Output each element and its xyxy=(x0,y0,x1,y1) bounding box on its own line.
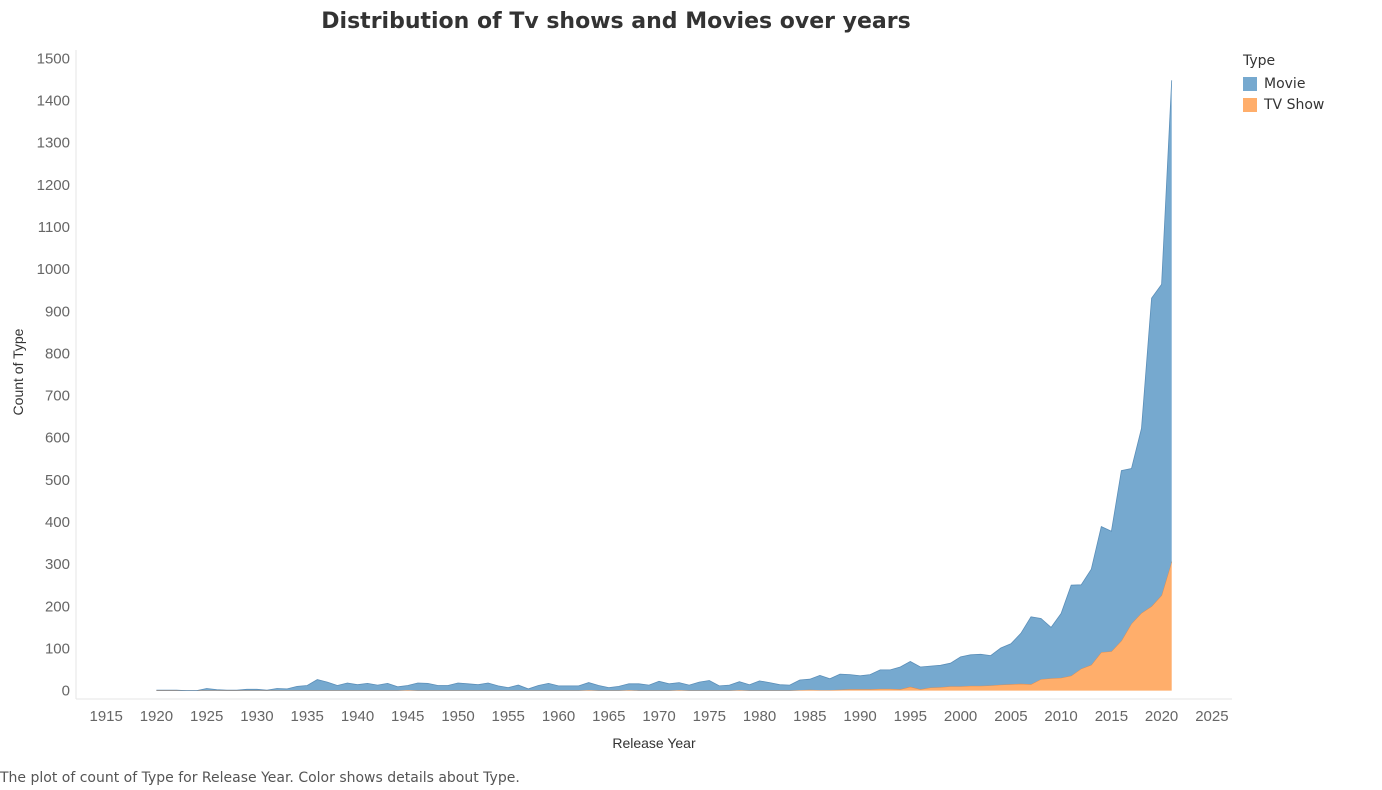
x-tick-label: 2025 xyxy=(1195,708,1228,725)
legend-swatch-movie xyxy=(1243,76,1257,91)
x-tick-label: 1945 xyxy=(391,708,424,725)
x-tick-label: 1955 xyxy=(492,708,525,725)
y-tick-label: 1400 xyxy=(37,93,70,110)
y-tick-label: 0 xyxy=(62,683,70,700)
x-tick-label: 1965 xyxy=(592,708,625,725)
chart-axes: 0 100 200 300 400 500 600 700 800 900 1000 1100 1200… xyxy=(37,50,1232,725)
y-tick-label: 600 xyxy=(45,430,70,447)
y-tick-label: 300 xyxy=(45,556,70,573)
y-tick-label: 900 xyxy=(45,303,70,320)
legend-item-movie[interactable]: Movie xyxy=(1243,73,1324,94)
legend-label-tv-show: TV Show xyxy=(1264,96,1325,113)
x-tick-label: 2000 xyxy=(944,708,977,725)
x-tick-label: 1995 xyxy=(894,708,927,725)
x-axis-label: Release Year xyxy=(612,735,696,751)
x-tick-label: 1925 xyxy=(190,708,223,725)
y-tick-label: 1500 xyxy=(37,50,70,67)
x-tick-label: 2015 xyxy=(1095,708,1128,725)
x-tick-label: 2020 xyxy=(1145,708,1178,725)
chart-title: Distribution of Tv shows and Movies over… xyxy=(321,9,911,34)
x-tick-label: 1920 xyxy=(140,708,173,725)
legend-title: Type xyxy=(1243,53,1276,69)
x-tick-label: 1935 xyxy=(291,708,324,725)
x-tick-label: 1990 xyxy=(843,708,876,725)
y-tick-label: 1000 xyxy=(37,261,70,278)
area-tv-show xyxy=(156,561,1172,691)
line-movie xyxy=(156,80,1173,691)
legend-label-movie: Movie xyxy=(1264,75,1306,92)
x-tick-label: 2005 xyxy=(994,708,1027,725)
chart-caption: The plot of count of Type for Release Ye… xyxy=(0,770,520,786)
x-tick-label: 2010 xyxy=(1044,708,1077,725)
x-tick-label: 1915 xyxy=(90,708,123,725)
y-tick-label: 1100 xyxy=(38,219,70,236)
area-movie xyxy=(156,80,1172,691)
x-tick-label: 1950 xyxy=(441,708,474,725)
y-tick-label: 100 xyxy=(45,640,70,657)
y-axis-label: Count of Type xyxy=(10,328,26,415)
legend-item-tv-show[interactable]: TV Show xyxy=(1243,94,1324,115)
x-tick-label: 1980 xyxy=(743,708,776,725)
legend: Type Movie TV Show xyxy=(1243,53,1324,115)
y-tick-label: 1200 xyxy=(37,177,70,194)
y-tick-label: 200 xyxy=(45,598,70,615)
x-tick-label: 1960 xyxy=(542,708,575,725)
legend-swatch-tv-show xyxy=(1243,97,1257,112)
x-tick-label: 1985 xyxy=(793,708,826,725)
y-tick-label: 700 xyxy=(45,388,70,405)
y-tick-label: 400 xyxy=(45,514,70,531)
y-tick-label: 500 xyxy=(45,472,70,489)
chart-areas xyxy=(156,80,1173,691)
y-tick-label: 1300 xyxy=(37,135,70,152)
x-tick-label: 1940 xyxy=(341,708,374,725)
y-tick-label: 800 xyxy=(45,345,70,362)
x-tick-label: 1975 xyxy=(693,708,726,725)
x-tick-label: 1970 xyxy=(642,708,675,725)
x-tick-label: 1930 xyxy=(240,708,273,725)
